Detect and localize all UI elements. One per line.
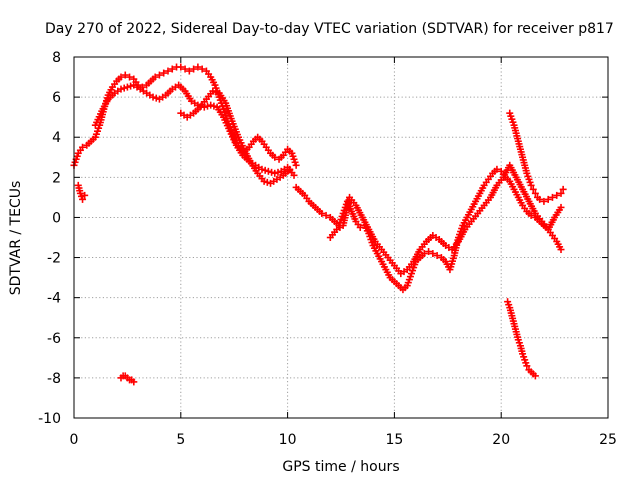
data-point: [258, 165, 266, 173]
data-point: [149, 93, 157, 101]
data-marker: [268, 168, 276, 176]
data-point: [207, 101, 215, 109]
data-marker: [274, 168, 282, 176]
data-point: [185, 67, 193, 75]
data-point: [271, 169, 279, 177]
y-tick-label: 4: [52, 130, 61, 146]
data-point: [264, 167, 272, 175]
chart-title: Day 270 of 2022, Sidereal Day-to-day VTE…: [45, 21, 614, 37]
y-tick-label: 0: [52, 210, 61, 226]
y-tick-label: -2: [47, 251, 61, 267]
y-axis-label: SDTVAR / TECUs: [8, 181, 24, 296]
data-marker: [212, 88, 220, 96]
data-point: [126, 73, 134, 81]
data-point: [557, 246, 565, 254]
data-point: [290, 171, 298, 179]
data-point: [177, 63, 185, 71]
data-point: [260, 177, 268, 185]
data-point: [318, 209, 326, 217]
data-point: [553, 191, 561, 199]
x-tick-label: 5: [176, 432, 185, 448]
data-point: [493, 165, 501, 173]
data-point: [190, 65, 198, 73]
data-point: [433, 252, 441, 260]
data-point: [531, 372, 539, 380]
axis-ticks: 0 5 10 15 20 25 -10 -8 -6 -4 -2 0 2 4 6 8: [38, 50, 617, 448]
data-point: [181, 65, 189, 73]
y-tick-label: -8: [47, 371, 61, 387]
data-marker: [127, 82, 135, 90]
x-tick-label: 25: [599, 432, 617, 448]
data-point: [79, 143, 87, 151]
data-point: [531, 189, 539, 197]
data-point: [168, 65, 176, 73]
data-point: [198, 65, 206, 73]
data-points: [70, 63, 567, 386]
data-point: [540, 197, 548, 205]
data-point: [271, 153, 279, 161]
data-point: [123, 83, 131, 91]
plot-frame: [73, 56, 609, 419]
x-axis-label: GPS time / hours: [282, 459, 399, 475]
x-tick-label: 10: [279, 432, 297, 448]
y-tick-label: 8: [52, 50, 61, 66]
data-point: [117, 85, 125, 93]
data-point: [557, 203, 565, 211]
data-point: [151, 73, 159, 81]
y-tick-label: -10: [38, 411, 61, 427]
y-tick-label: -6: [47, 331, 61, 347]
data-point: [209, 87, 217, 95]
data-point: [523, 362, 531, 370]
x-tick-label: 15: [385, 432, 403, 448]
data-point: [117, 73, 125, 81]
data-point: [121, 71, 129, 79]
data-point: [420, 250, 428, 258]
data-point: [527, 181, 535, 189]
data-point: [557, 189, 565, 197]
data-point: [425, 248, 433, 256]
data-point: [286, 165, 294, 173]
data-marker: [210, 102, 218, 110]
data-marker: [152, 94, 160, 102]
data-point: [160, 69, 168, 77]
data-marker: [261, 166, 269, 174]
data-marker: [120, 84, 128, 92]
data-point: [529, 185, 537, 193]
data-point: [559, 185, 567, 193]
grid: [74, 57, 608, 418]
y-tick-label: 2: [52, 170, 61, 186]
data-point: [429, 250, 437, 258]
data-point: [322, 211, 330, 219]
data-point: [527, 211, 535, 219]
data-point: [548, 193, 556, 201]
x-tick-label: 0: [70, 432, 79, 448]
data-marker: [204, 102, 211, 110]
data-point: [81, 191, 89, 199]
x-tick-label: 20: [492, 432, 510, 448]
data-marker: [263, 178, 271, 186]
data-point: [79, 195, 87, 203]
data-point: [194, 63, 202, 71]
data-point: [155, 71, 163, 79]
y-tick-label: -4: [47, 291, 61, 307]
data-point: [292, 161, 300, 169]
data-point: [130, 378, 138, 386]
y-tick-label: 6: [52, 90, 61, 106]
data-point: [544, 195, 552, 203]
data-point: [164, 67, 172, 75]
data-point: [536, 195, 544, 203]
